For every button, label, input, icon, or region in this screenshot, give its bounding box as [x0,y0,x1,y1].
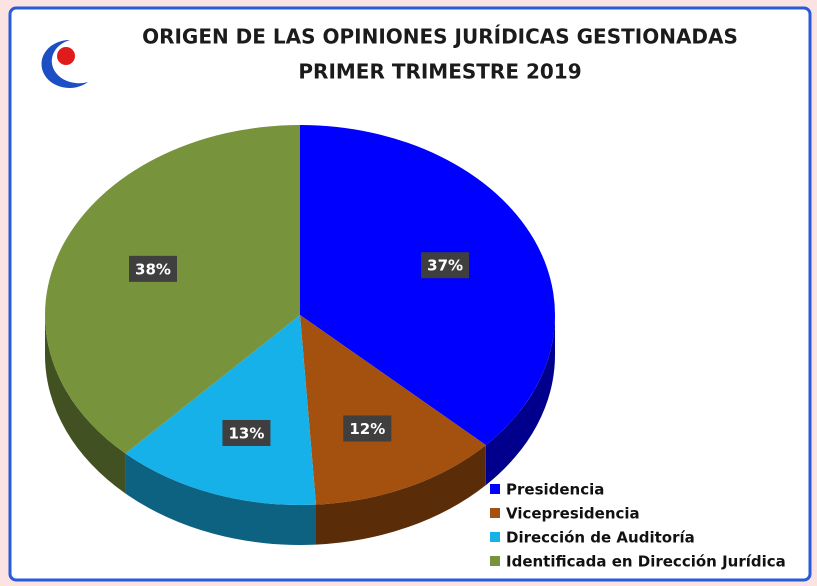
legend-swatch [490,532,500,542]
data-label: 13% [228,424,264,442]
chart-subtitle: PRIMER TRIMESTRE 2019 [298,60,581,84]
chart-title: ORIGEN DE LAS OPINIONES JURÍDICAS GESTIO… [142,25,738,49]
data-label-box [343,415,392,442]
slice-side [45,315,126,494]
slice [45,125,300,454]
slice-side [316,445,486,545]
slice-side [485,315,555,486]
slice [300,125,555,446]
data-label-box [129,255,178,282]
legend-label: Identificada en Dirección Jurídica [506,553,786,571]
logo [41,39,88,88]
slice [125,315,317,505]
legend-label: Vicepresidencia [506,505,640,523]
legend-swatch [490,556,500,566]
data-label-box [421,252,470,279]
legend-label: Dirección de Auditoría [506,529,695,547]
data-label: 37% [427,257,463,275]
data-label-box [222,419,271,446]
legend-label: Presidencia [506,481,604,499]
slice [300,315,486,505]
legend-swatch [490,508,500,518]
legend-swatch [490,484,500,494]
slice-side [125,453,317,545]
data-label: 12% [349,420,385,438]
data-label: 38% [135,260,171,278]
